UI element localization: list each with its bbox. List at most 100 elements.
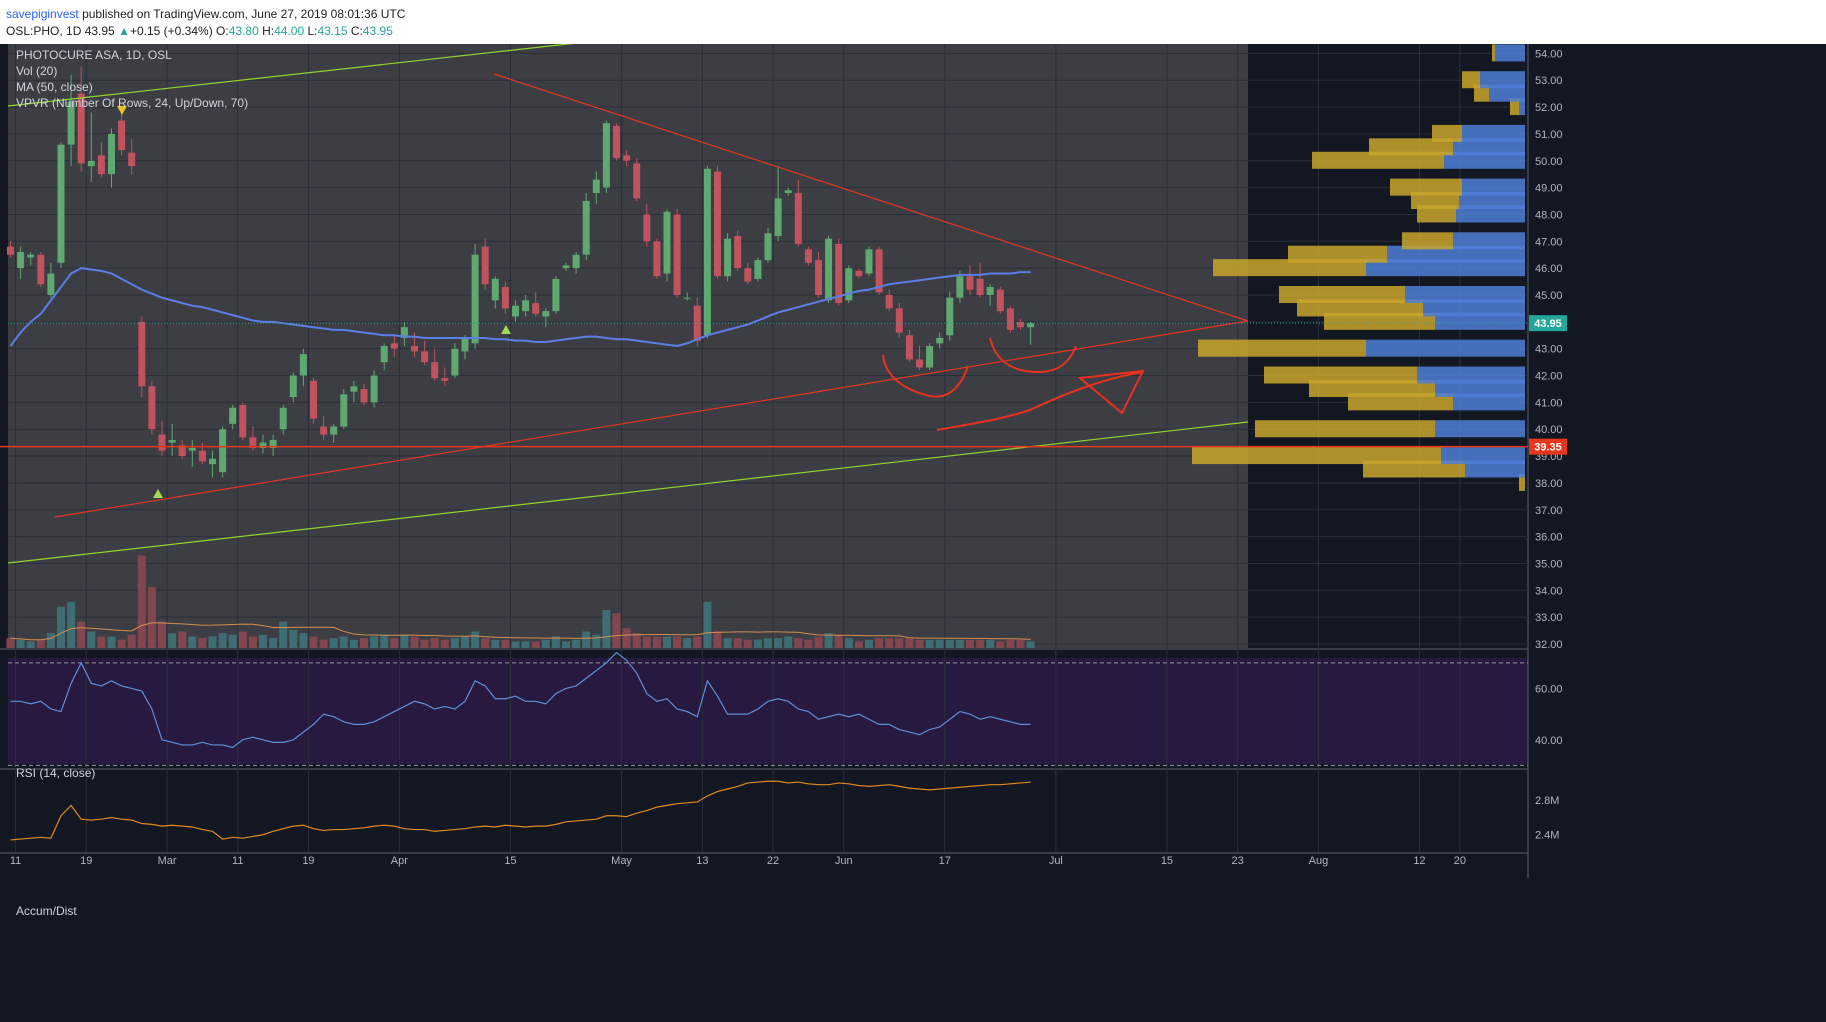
candle-body <box>512 305 519 317</box>
candle-body <box>855 270 863 277</box>
y-tick-label: 49.00 <box>1535 183 1563 195</box>
volume-bar <box>147 586 156 648</box>
candle-body <box>734 235 742 269</box>
candle-body <box>501 286 509 309</box>
legend-rsi: RSI (14, close) <box>16 766 95 780</box>
volume-bar <box>804 639 813 648</box>
high-value: 44.00 <box>274 24 305 38</box>
x-tick-label: Jun <box>835 855 853 867</box>
candle-body <box>259 442 267 449</box>
volume-bar <box>238 631 247 648</box>
candle-body <box>269 439 277 449</box>
volume-bar <box>248 636 257 648</box>
author-link[interactable]: savepiginvest <box>6 7 79 21</box>
vpvr-down-bar <box>1510 98 1519 116</box>
candle-body <box>592 179 600 193</box>
candle-body <box>522 300 530 312</box>
vpvr-down-bar <box>1324 312 1435 330</box>
volume-bar <box>945 639 954 648</box>
volume-bar <box>6 638 15 648</box>
close-label: C: <box>350 24 363 38</box>
vpvr-up-bar <box>1453 138 1525 156</box>
vpvr-down-bar <box>1369 138 1453 156</box>
support-tag-label: 39.35 <box>1534 442 1562 454</box>
candle-body <box>289 375 297 398</box>
candle-body <box>976 278 984 295</box>
volume-bar <box>925 639 934 648</box>
vpvr-up-bar <box>1405 285 1525 303</box>
candle-body <box>724 238 732 277</box>
y-tick-label: 42.00 <box>1535 371 1563 383</box>
candle-body <box>663 211 671 274</box>
volume-bar <box>521 641 530 648</box>
volume-bar <box>663 636 671 648</box>
x-tick-label: 11 <box>10 855 21 867</box>
volume-bar <box>511 641 520 648</box>
candle-body <box>1017 321 1024 328</box>
vpvr-down-bar <box>1192 447 1441 465</box>
legend-title: PHOTOCURE ASA, 1D, OSL <box>16 48 172 62</box>
triangle-shaded-area <box>8 44 1248 648</box>
rsi-band-fill <box>8 658 1528 764</box>
candle-body <box>532 303 540 314</box>
candle-body <box>986 286 994 295</box>
volume-bar <box>632 633 641 648</box>
vpvr-up-bar <box>1480 71 1525 89</box>
low-label: L: <box>307 24 318 38</box>
volume-bar <box>329 638 338 648</box>
candle-body <box>693 305 701 341</box>
candle-body <box>673 214 681 295</box>
ad-tick-label: 2.8M <box>1535 795 1559 807</box>
candle-body <box>158 434 166 451</box>
candle-body <box>198 450 206 462</box>
volume-bar <box>713 631 722 648</box>
candle-body <box>461 337 469 352</box>
legend-vpvr: VPVR (Number Of Rows, 24, Up/Down, 70) <box>16 96 248 110</box>
candle-body <box>471 254 479 344</box>
vpvr-up-bar <box>1435 379 1525 397</box>
up-arrow-icon: ▲ <box>118 24 130 38</box>
candle-body <box>602 123 610 188</box>
drawings[interactable] <box>882 337 1145 431</box>
candle-body <box>390 343 398 349</box>
vpvr-up-bar <box>1462 178 1525 196</box>
candle-body <box>885 294 893 309</box>
volume-bar <box>915 639 924 648</box>
symbol-label: OSL:PHO, 1D <box>6 24 82 38</box>
y-tick-label: 32.00 <box>1535 639 1563 651</box>
vpvr-up-bar <box>1456 205 1525 223</box>
volume-bar <box>168 633 177 648</box>
vpvr-down-bar <box>1363 460 1465 478</box>
low-value: 43.15 <box>317 24 348 38</box>
descending-resistance-line <box>493 73 1249 322</box>
volume-bar <box>1006 639 1015 648</box>
x-tick-label: 12 <box>1413 855 1425 867</box>
candle-body <box>926 346 934 368</box>
legend-accum-dist: Accum/Dist <box>16 904 77 918</box>
volume-bar <box>360 638 368 648</box>
y-tick-label: 34.00 <box>1535 585 1563 597</box>
rsi-line <box>10 651 1031 749</box>
volume-bar <box>198 638 207 648</box>
x-tick-label: 13 <box>696 855 708 867</box>
volume-bar <box>753 639 762 648</box>
open-value: 43.80 <box>228 24 259 38</box>
volume-bar <box>895 638 904 648</box>
volume-bar <box>875 638 884 648</box>
volume-bar <box>471 631 480 648</box>
y-tick-label: 50.00 <box>1535 156 1563 168</box>
volume-bar <box>127 634 136 648</box>
vpvr-up-bar <box>1444 151 1525 169</box>
vpvr-histogram <box>1192 44 1525 491</box>
candle-body <box>562 265 570 269</box>
candle-body <box>400 327 408 338</box>
candle-body <box>451 348 459 376</box>
candle-body <box>108 133 115 175</box>
chart-canvas[interactable]: 54.00 53.00 52.00 51.00 50.00 49.00 48.00 47.00… <box>0 44 1826 1022</box>
volume-bar <box>26 641 35 648</box>
x-tick-label: 15 <box>1161 855 1173 867</box>
volume-bar <box>188 636 197 648</box>
volume-bar <box>36 639 45 648</box>
candle-body <box>794 192 802 244</box>
y-tick-label: 43.00 <box>1535 344 1563 356</box>
